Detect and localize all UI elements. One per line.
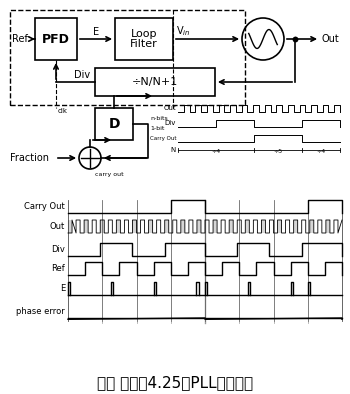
Bar	[68, 220, 72, 233]
Text: ÷4: ÷4	[211, 149, 221, 154]
Bar	[245, 220, 249, 233]
Text: V$_{in}$: V$_{in}$	[176, 24, 190, 38]
Text: Div: Div	[164, 120, 176, 126]
Text: phase error: phase error	[16, 307, 65, 316]
Text: carry out: carry out	[95, 171, 124, 177]
Text: N: N	[171, 147, 176, 153]
Bar	[116, 220, 120, 233]
Text: E: E	[60, 284, 65, 293]
Text: 1-bit: 1-bit	[150, 126, 164, 130]
Bar	[213, 220, 217, 233]
Text: Filter: Filter	[130, 39, 158, 49]
Text: ÷5: ÷5	[273, 149, 282, 154]
Bar	[229, 220, 233, 233]
Bar	[310, 220, 314, 233]
Text: D: D	[108, 117, 120, 131]
Text: Out: Out	[163, 105, 176, 111]
Text: Out: Out	[322, 34, 340, 44]
Text: Loop: Loop	[131, 29, 157, 39]
Text: Fraction: Fraction	[10, 153, 49, 163]
Bar	[100, 220, 104, 233]
Text: Carry Out: Carry Out	[24, 202, 65, 211]
Text: Ref: Ref	[12, 34, 28, 44]
Text: Ref: Ref	[51, 264, 65, 273]
Bar	[197, 220, 201, 233]
Text: n-bits: n-bits	[150, 115, 168, 121]
Text: ÷4: ÷4	[316, 149, 326, 154]
Text: E: E	[93, 27, 99, 37]
Bar	[165, 220, 169, 233]
Text: Carry Out: Carry Out	[149, 136, 176, 141]
Bar	[294, 220, 298, 233]
Bar	[132, 220, 137, 233]
Text: PFD: PFD	[42, 32, 70, 45]
Text: Div: Div	[74, 70, 90, 80]
Text: 圖三 除數為4.25之PLL系統架構: 圖三 除數為4.25之PLL系統架構	[97, 375, 253, 390]
Bar	[84, 220, 88, 233]
Text: Div: Div	[51, 245, 65, 254]
Bar	[181, 220, 185, 233]
Bar	[326, 220, 330, 233]
Text: Out: Out	[50, 222, 65, 231]
Bar	[261, 220, 265, 233]
Bar	[149, 220, 153, 233]
Text: clk: clk	[58, 108, 68, 114]
Bar	[278, 220, 281, 233]
Text: ÷N/N+1: ÷N/N+1	[132, 77, 178, 87]
